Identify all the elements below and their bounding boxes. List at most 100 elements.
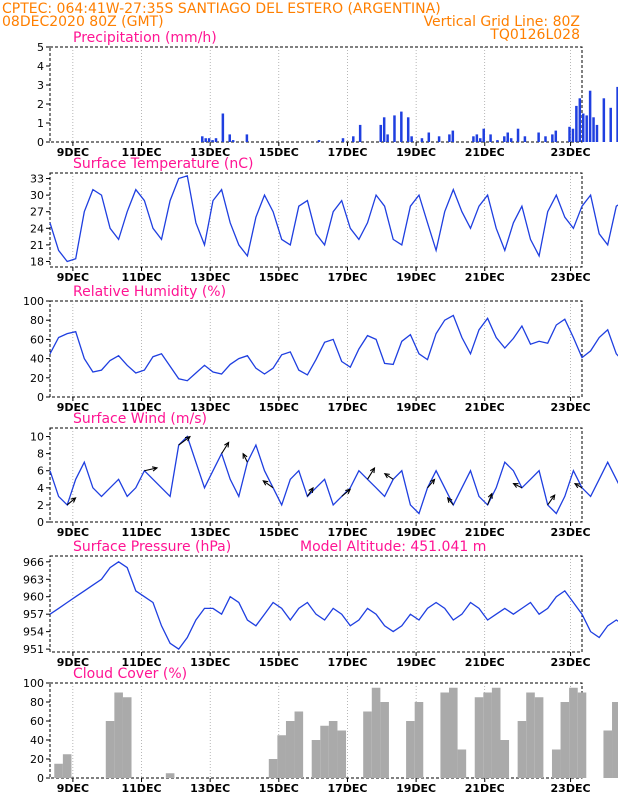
panel-frame bbox=[49, 555, 583, 653]
panel-title: Precipitation (mm/h) bbox=[73, 30, 217, 46]
precip-bar bbox=[221, 113, 225, 142]
y-tick-label: 954 bbox=[23, 626, 44, 639]
x-tick-label: 9DEC bbox=[57, 782, 89, 795]
y-tick-label: 80 bbox=[30, 314, 44, 327]
wind-arrow-head bbox=[550, 494, 556, 501]
precip-bar bbox=[482, 128, 485, 142]
x-tick-label: 19DEC bbox=[396, 401, 436, 414]
x-tick-label: 17DEC bbox=[327, 401, 367, 414]
panel-frame bbox=[49, 427, 583, 523]
panel-title: Cloud Cover (%) bbox=[73, 666, 187, 682]
header-model-code: TQ0126L028 bbox=[489, 27, 580, 43]
wind-arrow-head bbox=[70, 497, 77, 503]
y-tick-label: 0 bbox=[37, 391, 44, 404]
cloud-bar bbox=[380, 702, 389, 778]
wind-arrow-head bbox=[345, 488, 352, 495]
x-tick-label: 15DEC bbox=[259, 656, 299, 669]
wind-arrow-head bbox=[184, 435, 191, 442]
wind-arrow-shaft bbox=[513, 483, 523, 489]
wind-arrow-head bbox=[224, 441, 230, 448]
x-tick-label: 21DEC bbox=[465, 526, 505, 539]
wind-arrow-shaft bbox=[487, 493, 493, 506]
y-tick-label: 966 bbox=[23, 556, 44, 569]
cloud-bar bbox=[105, 721, 115, 778]
y-tick-label: 27 bbox=[30, 206, 44, 219]
precip-bar bbox=[506, 132, 509, 142]
y-tick-label: 4 bbox=[37, 60, 44, 73]
x-tick-label: 13DEC bbox=[190, 401, 230, 414]
panel-4: Surface Wind (m/s) 0 2 4 6 8 10 9DEC 11DEC 13DEC 1… bbox=[30, 411, 618, 539]
cloud-bar bbox=[517, 721, 527, 778]
precip-bar bbox=[379, 124, 382, 142]
x-tick-label: 17DEC bbox=[327, 146, 367, 159]
cloud-bar bbox=[603, 730, 613, 778]
precip-bar bbox=[448, 134, 451, 142]
x-tick-label: 11DEC bbox=[122, 526, 162, 539]
x-tick-label: 13DEC bbox=[190, 271, 230, 284]
precip-bar bbox=[228, 134, 231, 142]
x-tick-label: 23DEC bbox=[551, 401, 591, 414]
cloud-bar bbox=[122, 697, 132, 778]
x-tick-label: 15DEC bbox=[259, 146, 299, 159]
x-tick-label: 13DEC bbox=[190, 782, 230, 795]
precip-bar bbox=[571, 128, 575, 142]
cloud-bar bbox=[320, 725, 329, 778]
x-tick-label: 9DEC bbox=[57, 271, 89, 284]
panel-subtitle: Model Altitude: 451.041 m bbox=[300, 539, 486, 555]
wind-arrow-head bbox=[369, 467, 376, 474]
header-location: CPTEC: 064:41W-27:35S SANTIAGO DEL ESTER… bbox=[2, 1, 441, 17]
cloud-bar bbox=[414, 702, 424, 778]
cloud-bar bbox=[440, 692, 449, 778]
x-tick-label: 21DEC bbox=[465, 782, 505, 795]
x-tick-label: 17DEC bbox=[327, 656, 367, 669]
y-tick-label: 18 bbox=[30, 255, 44, 268]
wind-arrow-shaft bbox=[178, 436, 191, 446]
y-tick-label: 0 bbox=[37, 772, 44, 785]
series-line bbox=[49, 314, 618, 382]
x-tick-label: 17DEC bbox=[327, 526, 367, 539]
x-tick-label: 9DEC bbox=[57, 146, 89, 159]
precip-bar bbox=[582, 113, 585, 142]
cloud-bar bbox=[337, 730, 347, 778]
panel-title: Surface Wind (m/s) bbox=[73, 411, 207, 427]
y-tick-label: 20 bbox=[30, 372, 44, 385]
cloud-bar bbox=[311, 740, 321, 778]
panel-title: Surface Pressure (hPa) bbox=[73, 539, 231, 555]
wind-arrow-head bbox=[242, 452, 248, 459]
x-tick-label: 21DEC bbox=[465, 656, 505, 669]
precip-bar bbox=[393, 115, 396, 142]
precip-bar bbox=[406, 117, 410, 142]
x-tick-label: 23DEC bbox=[551, 782, 591, 795]
cloud-bar bbox=[449, 687, 458, 778]
cloud-bar bbox=[569, 687, 578, 778]
y-tick-label: 33 bbox=[30, 173, 44, 186]
y-tick-label: 6 bbox=[37, 465, 44, 478]
x-tick-label: 23DEC bbox=[551, 526, 591, 539]
x-tick-label: 11DEC bbox=[122, 271, 162, 284]
y-tick-label: 80 bbox=[30, 696, 44, 709]
x-tick-label: 23DEC bbox=[551, 146, 591, 159]
cloud-bar bbox=[526, 692, 535, 778]
cloud-bar bbox=[500, 740, 510, 778]
x-tick-label: 21DEC bbox=[465, 401, 505, 414]
cloud-bar bbox=[268, 759, 278, 778]
x-tick-label: 9DEC bbox=[57, 656, 89, 669]
y-tick-label: 0 bbox=[37, 136, 44, 149]
y-tick-label: 2 bbox=[37, 499, 44, 512]
wind-arrow-head bbox=[262, 480, 269, 486]
precip-bar bbox=[496, 140, 499, 142]
precip-bar bbox=[588, 90, 592, 142]
cloud-bar bbox=[474, 697, 484, 778]
precip-bar bbox=[410, 136, 413, 142]
y-tick-label: 960 bbox=[23, 591, 44, 604]
precip-bar bbox=[207, 138, 211, 142]
y-tick-label: 60 bbox=[30, 333, 44, 346]
precip-bar bbox=[472, 136, 475, 142]
precip-bar bbox=[509, 138, 513, 142]
precip-bar bbox=[523, 136, 527, 142]
precip-bar bbox=[420, 138, 424, 142]
y-tick-label: 40 bbox=[30, 734, 44, 747]
cloud-bar bbox=[363, 711, 372, 778]
precip-bar bbox=[609, 107, 612, 142]
